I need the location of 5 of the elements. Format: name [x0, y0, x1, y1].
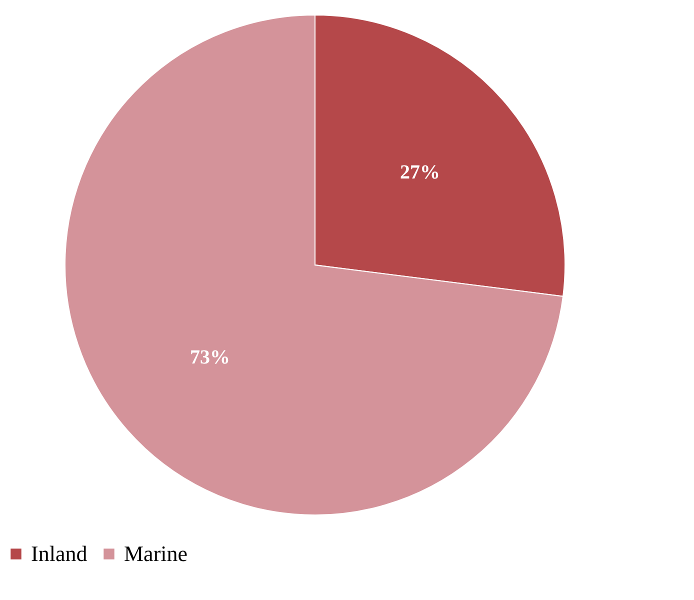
data-label: 73% — [190, 346, 230, 369]
legend-label: Marine — [124, 541, 188, 566]
legend-label: Inland — [31, 541, 88, 566]
data-label: 27% — [400, 161, 440, 184]
pie-slice — [64, 14, 564, 516]
